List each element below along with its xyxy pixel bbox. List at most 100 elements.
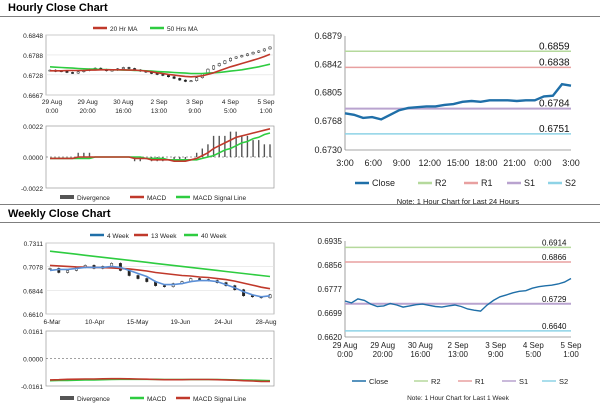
weekly-price-xtick-5: 28-Aug [256,319,277,326]
weekly-hourly-ytick-0: 0.6935 [318,237,343,246]
weekly-hourly-note: Note: 1 Hour Chart for Last 1 Week [407,395,510,402]
hourly-price-xtick-3-time: 13:00 [151,108,168,115]
weekly-hourly-close-line [344,277,572,312]
weekly-hourly-ytick-2: 0.6777 [318,285,343,294]
hourly-24h-ytick-1: 0.6842 [314,59,342,69]
hourly-24h-level-r2-label: 0.6859 [539,41,570,52]
hourly-price-xtick-4-time: 9:00 [188,108,201,115]
hourly-price-candle-body-25 [189,80,193,82]
hourly-24h-legend-s2-label: S2 [565,178,576,188]
hourly-price-candle-body-21 [167,75,170,78]
weekly-hourly-xtick-0-date: 29 Aug [333,341,358,350]
hourly-24h-level-s1-label: 0.6784 [539,99,570,110]
hourly-24h-legend-s1-label: S1 [524,178,535,188]
hourly-title-rule [0,16,600,17]
weekly-hourly-ytick-1: 0.6856 [318,261,343,270]
hourly-24h-xtick-5: 18:00 [475,158,498,168]
hourly-24h-ytick-4: 0.6730 [314,145,342,155]
weekly-hourly-ytick-3: 0.6699 [318,309,343,318]
hourly-price-xtick-2-date: 30 Aug [113,99,134,106]
hourly-24h-xtick-3: 12:00 [418,158,441,168]
weekly-hourly-level-s1-label: 0.6729 [542,295,567,304]
hourly-macd-legend-macd-label: MACD [147,195,166,202]
hourly-price-candle-body-24 [183,79,187,82]
weekly-macd-legend-divergence-label: Divergence [77,396,110,403]
hourly-price-xtick-5-time: 5:00 [224,108,237,115]
hourly-24h-xtick-2: 9:00 [393,158,411,168]
weekly-hourly-xtick-2-date: 30 Aug [408,341,433,350]
weekly-hourly-xtick-6-date: 5 Sep [561,341,582,350]
hourly-macd-legend-divergence-swatch [60,195,74,199]
hourly-price-xtick-2-time: 16:00 [115,108,132,115]
weekly-macd-ytick-1: 0.0000 [23,357,43,364]
section-divider [0,204,600,205]
hourly-price-ytick-1: 0.6788 [23,53,43,60]
hourly-24h-xtick-8: 3:00 [562,158,580,168]
weekly-hourly-xtick-5-time: 5:00 [526,350,542,359]
weekly-price-candle-body-17 [198,278,202,280]
hourly-price-candle-body-38 [262,48,266,52]
hourly-macd-ytick-0: 0.0022 [23,124,43,131]
hourly-price-candle-body-23 [178,78,182,81]
hourly-price-xtick-0-time: 0:00 [46,108,59,115]
weekly-macd-legend-signal-label: MACD Signal Line [193,396,246,403]
hourly-price-candle-body-30 [217,63,221,67]
hourly-price-candle-body-5 [76,71,80,74]
hourly-macd-ytick-1: 0.0000 [23,155,43,162]
hourly-24h-xtick-6: 21:00 [503,158,526,168]
weekly-hourly-xtick-1-date: 29 Aug [370,341,395,350]
hourly-24h-xtick-0: 3:00 [336,158,354,168]
hourly-price-candle-body-26 [195,77,199,81]
weekly-macd-ytick-0: 0.0161 [23,329,43,336]
hourly-price-xtick-1-date: 29 Aug [78,99,99,106]
weekly-price-4week-line [49,265,271,298]
hourly-price-xtick-4-date: 3 Sep [186,99,203,106]
weekly-price-ytick-0: 0.7311 [24,241,44,248]
hourly-24h-legend-r1-label: R1 [481,178,493,188]
weekly-macd-line [49,377,270,383]
hourly-price-xtick-6-time: 1:00 [260,108,273,115]
hourly-price-candle-body-14 [127,67,131,69]
hourly-24h-xtick-4: 15:00 [447,158,470,168]
hourly-price-ma20-line [50,53,271,78]
weekly-hourly-xtick-3-date: 2 Sep [448,341,469,350]
hourly-price-xtick-0-date: 29 Aug [42,99,63,106]
weekly-price-legend-4week-label: 4 Week [107,233,130,240]
weekly-price-xtick-4: 24-Jul [214,319,232,326]
hourly-price-candle-body-20 [161,74,165,76]
weekly-hourly-level-r2-label: 0.6914 [542,238,567,247]
hourly-price-candle-body-34 [240,55,244,58]
weekly-section-title: Weekly Close Chart [8,208,111,220]
hourly-macd-line [50,128,271,162]
weekly-hourly-xtick-0-time: 0:00 [337,350,353,359]
weekly-hourly-legend-close-label: Close [369,377,388,386]
weekly-price-candle-body-11 [145,278,149,282]
hourly-24h-ytick-3: 0.6768 [314,116,342,126]
weekly-hourly-xtick-4-date: 3 Sep [485,341,506,350]
hourly-price-candle-body-35 [245,53,249,56]
weekly-price-xtick-2: 15-May [127,319,149,326]
hourly-price-candle-body-31 [223,60,227,64]
weekly-title-rule [0,222,600,223]
weekly-price-ytick-3: 0.6610 [23,312,43,319]
weekly-macd-legend-divergence-swatch [60,396,74,400]
weekly-price-xtick-1: 10-Apr [85,319,105,326]
weekly-hourly-legend-r1-label: R1 [475,377,485,386]
weekly-hourly-level-s2-label: 0.6640 [542,322,567,331]
hourly-price-ma50-line [49,63,271,75]
hourly-price-xtick-3-date: 2 Sep [151,99,168,106]
hourly-price-xtick-1-time: 20:00 [80,108,97,115]
hourly-price-candle-body-36 [251,51,255,55]
weekly-hourly-legend-s2-label: S2 [559,377,568,386]
hourly-price-legend-20hr-label: 20 Hr MA [110,26,138,33]
hourly-price-legend-50hr-label: 50 Hrs MA [167,26,198,33]
hourly-price-frame [45,34,275,96]
weekly-hourly-xtick-5-date: 4 Sep [523,341,544,350]
weekly-price-legend-40week-label: 40 Week [201,233,227,240]
hourly-price-candle-body-4 [71,72,75,74]
hourly-price-candle-body-32 [229,57,232,62]
weekly-hourly-legend-r2-label: R2 [431,377,441,386]
weekly-macd-legend-macd-label: MACD [147,396,166,403]
weekly-price-candle-body-0 [48,268,52,270]
weekly-hourly-xtick-6-time: 1:00 [563,350,579,359]
